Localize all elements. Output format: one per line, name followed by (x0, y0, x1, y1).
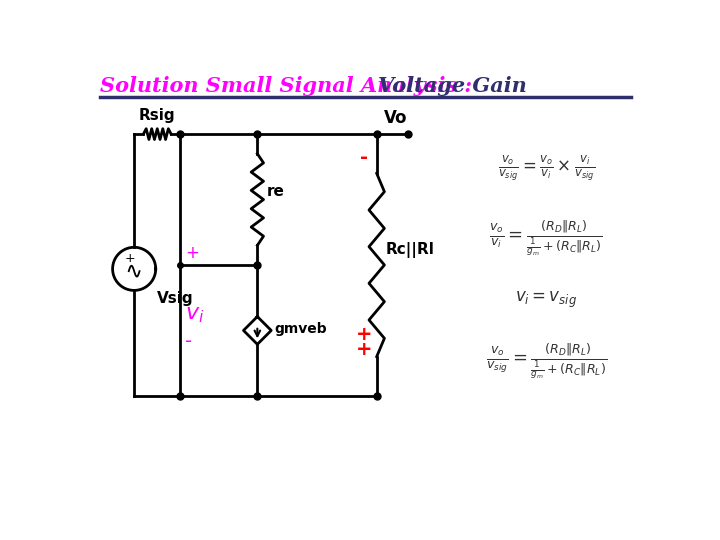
Text: -: - (185, 333, 192, 352)
Text: $\frac{v_o}{v_{sig}} = \frac{v_o}{v_i} \times \frac{v_i}{v_{sig}}$: $\frac{v_o}{v_{sig}} = \frac{v_o}{v_i} \… (498, 154, 595, 184)
Text: $v_i = v_{sig}$: $v_i = v_{sig}$ (515, 289, 577, 310)
Text: Vsig: Vsig (157, 291, 194, 306)
Text: Rsig: Rsig (139, 109, 176, 123)
Text: -: - (361, 148, 369, 167)
Text: +: + (356, 325, 373, 344)
Text: +: + (185, 245, 199, 262)
Text: +: + (125, 252, 135, 265)
Text: gmveb: gmveb (274, 322, 327, 336)
Text: $\frac{v_o}{v_i} = \frac{(R_D \| R_L)}{\frac{1}{g_m} + (R_C \| R_L)}$: $\frac{v_o}{v_i} = \frac{(R_D \| R_L)}{\… (489, 218, 603, 258)
Text: Vo: Vo (384, 109, 408, 127)
Text: Solution Small Signal Analysis :: Solution Small Signal Analysis : (99, 76, 479, 96)
Text: Rc||Rl: Rc||Rl (386, 241, 435, 258)
Text: $\frac{v_o}{v_{sig}} = \frac{(R_D \| R_L)}{\frac{1}{g_m} + (R_C \| R_L)}$: $\frac{v_o}{v_{sig}} = \frac{(R_D \| R_L… (485, 341, 607, 381)
Text: +: + (356, 340, 373, 359)
Text: $v_i$: $v_i$ (184, 305, 204, 325)
Text: Voltage Gain: Voltage Gain (378, 76, 527, 96)
Text: re: re (266, 184, 284, 199)
